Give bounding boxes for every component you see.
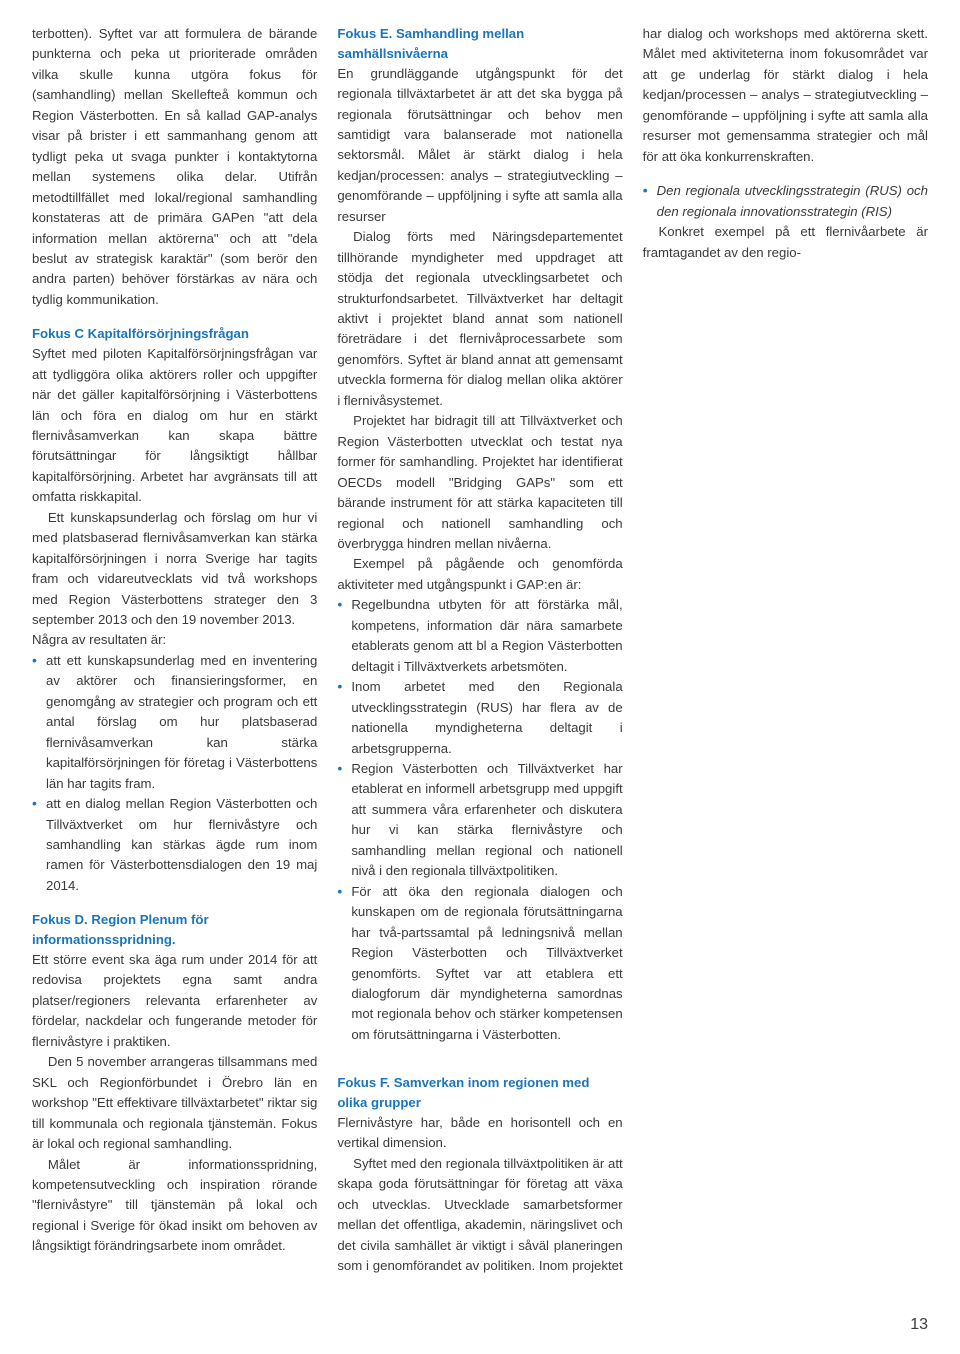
body-paragraph: Några av resultaten är: [32,630,317,650]
body-paragraph: Ett större event ska äga rum under 2014 … [32,950,317,1052]
document-body: terbotten). Syftet var att formulera de … [32,24,928,1294]
body-paragraph: En grundläggande utgångspunkt för det re… [337,64,622,228]
page-number: 13 [910,1316,928,1334]
heading-fokus-e: Fokus E. Samhandling mellan samhällsnivå… [337,24,622,64]
body-paragraph: Ett kunskapsunderlag och förslag om hur … [32,508,317,631]
heading-fokus-f: Fokus F. Samverkan inom regionen med oli… [337,1073,622,1113]
list-item: att en dialog mellan Region Västerbotten… [32,794,317,896]
list-item: Regelbundna utbyten för att förstärka må… [337,595,622,677]
body-paragraph: Flernivåstyre har, både en horisontell o… [337,1113,622,1154]
bullet-list: Den regionala utvecklingsstrategin (RUS)… [643,181,928,222]
body-paragraph: Den 5 november arrangeras tillsammans me… [32,1052,317,1154]
body-paragraph: Konkret exempel på ett flernivåarbete är… [643,222,928,263]
body-paragraph: Exempel på pågående och genomförda aktiv… [337,554,622,595]
list-item: För att öka den regionala dialogen och k… [337,882,622,1046]
list-item: Inom arbetet med den Regionala utvecklin… [337,677,622,759]
heading-fokus-d: Fokus D. Region Plenum för informationss… [32,910,317,950]
list-item: att ett kunskapsunderlag med en inventer… [32,651,317,794]
body-paragraph: Syftet med piloten Kapitalförsörjningsfr… [32,344,317,508]
bullet-list: Regelbundna utbyten för att förstärka må… [337,595,622,1045]
list-item: Region Västerbotten och Tillväxtverket h… [337,759,622,882]
body-paragraph: Dialog förts med Näringsdepartementet ti… [337,227,622,411]
body-paragraph: Målet är informationsspridning, kompeten… [32,1155,317,1257]
body-paragraph: terbotten). Syftet var att formulera de … [32,24,317,310]
heading-fokus-c: Fokus C Kapitalförsörjningsfrågan [32,324,317,344]
bullet-list: att ett kunskapsunderlag med en inventer… [32,651,317,896]
list-item-italic: Den regionala utvecklingsstrategin (RUS)… [643,181,928,222]
body-paragraph: Projektet har bidragit till att Tillväxt… [337,411,622,554]
